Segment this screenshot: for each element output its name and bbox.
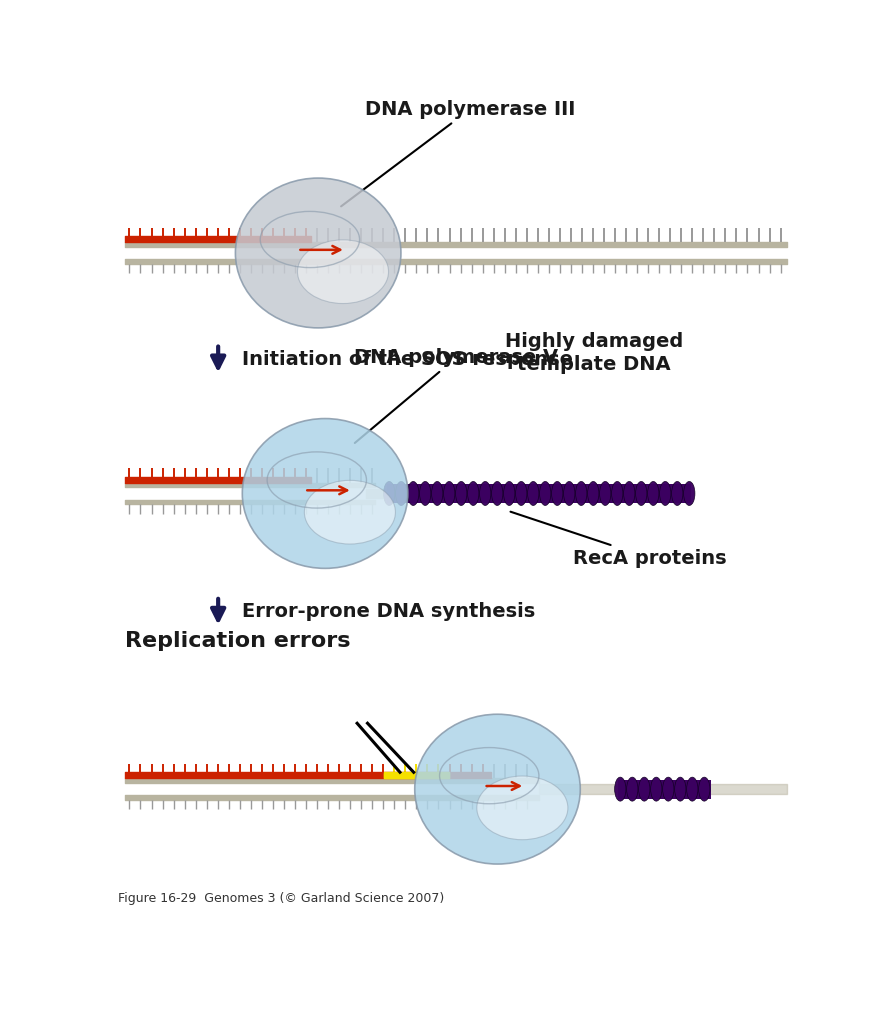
Ellipse shape xyxy=(235,178,400,328)
Ellipse shape xyxy=(432,481,443,506)
Ellipse shape xyxy=(587,481,599,506)
Ellipse shape xyxy=(563,481,575,506)
Ellipse shape xyxy=(515,481,527,506)
Text: Error-prone DNA synthesis: Error-prone DNA synthesis xyxy=(242,602,536,622)
Ellipse shape xyxy=(627,777,638,801)
Ellipse shape xyxy=(419,481,431,506)
Ellipse shape xyxy=(576,481,587,506)
Ellipse shape xyxy=(648,481,659,506)
Ellipse shape xyxy=(491,481,503,506)
Ellipse shape xyxy=(672,481,683,506)
Ellipse shape xyxy=(408,481,419,506)
Ellipse shape xyxy=(663,777,674,801)
Text: Initiation of the SOS response: Initiation of the SOS response xyxy=(242,350,573,369)
Ellipse shape xyxy=(552,481,562,506)
Ellipse shape xyxy=(624,481,635,506)
Ellipse shape xyxy=(659,481,671,506)
Text: Replication errors: Replication errors xyxy=(125,631,351,651)
Text: DNA polymerase III: DNA polymerase III xyxy=(341,100,575,207)
Ellipse shape xyxy=(384,481,395,506)
Ellipse shape xyxy=(297,240,389,303)
Ellipse shape xyxy=(467,481,479,506)
Ellipse shape xyxy=(675,777,686,801)
Ellipse shape xyxy=(443,481,455,506)
Ellipse shape xyxy=(600,481,611,506)
Ellipse shape xyxy=(528,481,538,506)
Ellipse shape xyxy=(504,481,515,506)
Bar xyxy=(619,779,711,799)
Ellipse shape xyxy=(651,777,662,801)
Ellipse shape xyxy=(684,481,695,506)
Ellipse shape xyxy=(242,419,408,568)
Ellipse shape xyxy=(480,481,491,506)
Ellipse shape xyxy=(699,777,710,801)
Ellipse shape xyxy=(415,715,580,864)
Ellipse shape xyxy=(687,777,698,801)
Ellipse shape xyxy=(611,481,623,506)
Ellipse shape xyxy=(639,777,650,801)
Text: DNA polymerase V: DNA polymerase V xyxy=(354,348,558,443)
Ellipse shape xyxy=(304,480,395,544)
Text: RecA proteins: RecA proteins xyxy=(511,512,727,567)
Bar xyxy=(387,484,691,503)
Ellipse shape xyxy=(615,777,626,801)
Ellipse shape xyxy=(456,481,467,506)
Ellipse shape xyxy=(635,481,647,506)
Text: Highly damaged
template DNA: Highly damaged template DNA xyxy=(505,332,684,375)
Ellipse shape xyxy=(539,481,551,506)
Text: Figure 16-29  Genomes 3 (© Garland Science 2007): Figure 16-29 Genomes 3 (© Garland Scienc… xyxy=(118,892,444,905)
Ellipse shape xyxy=(395,481,407,506)
Ellipse shape xyxy=(477,776,568,840)
